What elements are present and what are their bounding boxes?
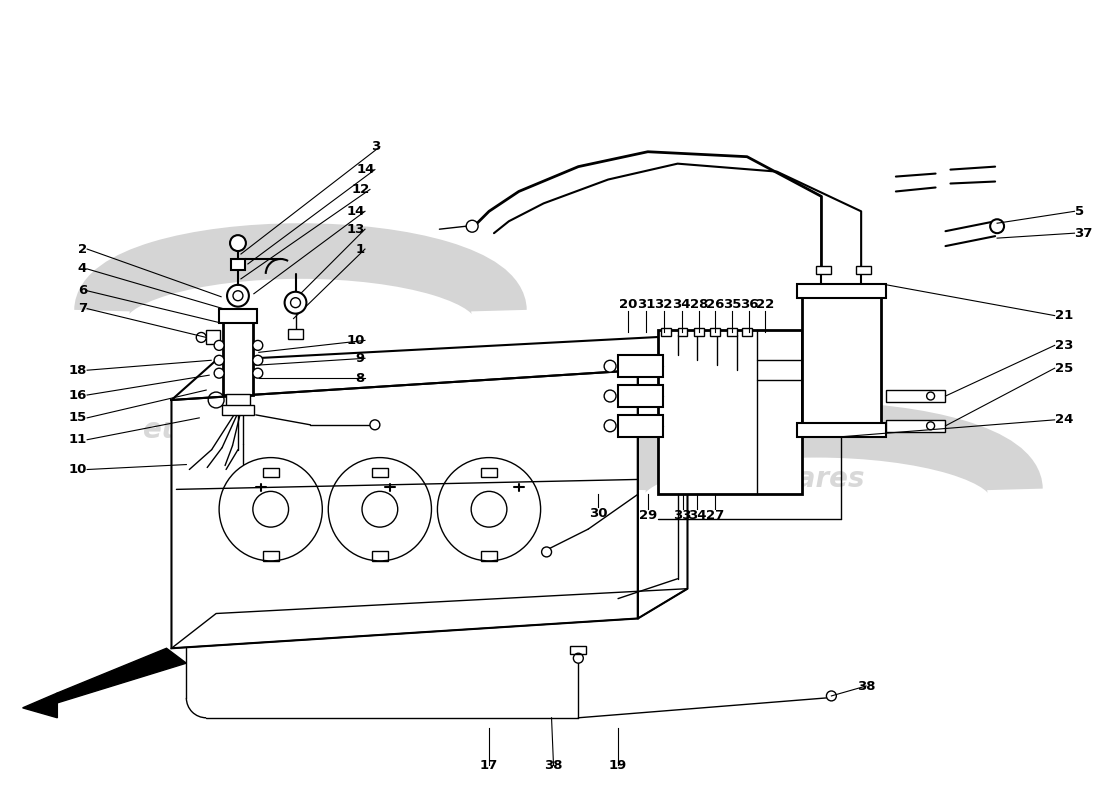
Text: 1: 1: [356, 242, 365, 255]
Circle shape: [604, 390, 616, 402]
Bar: [658, 330, 802, 494]
Bar: [886, 420, 946, 432]
Bar: [618, 355, 662, 377]
Bar: [481, 467, 497, 478]
Text: 4: 4: [78, 262, 87, 275]
Text: 13: 13: [346, 222, 365, 236]
Polygon shape: [23, 693, 57, 718]
Circle shape: [926, 392, 935, 400]
Circle shape: [370, 420, 379, 430]
Text: eurospares: eurospares: [689, 466, 865, 494]
Circle shape: [214, 368, 224, 378]
Text: 24: 24: [1055, 414, 1072, 426]
Circle shape: [466, 220, 478, 232]
Text: 10: 10: [69, 463, 87, 476]
Circle shape: [253, 355, 263, 366]
Text: 10: 10: [346, 334, 365, 347]
Text: eurospares: eurospares: [143, 416, 319, 444]
Text: 17: 17: [480, 759, 498, 772]
Text: 14: 14: [346, 205, 365, 218]
Circle shape: [253, 368, 263, 378]
Text: 16: 16: [69, 389, 87, 402]
Bar: [796, 423, 886, 437]
Circle shape: [230, 235, 246, 251]
Circle shape: [541, 547, 551, 557]
Text: 28: 28: [690, 298, 708, 310]
Circle shape: [253, 341, 263, 350]
Text: 5: 5: [1075, 205, 1084, 218]
Text: 27: 27: [706, 510, 725, 522]
Bar: [742, 329, 752, 337]
Text: 9: 9: [356, 352, 365, 365]
Bar: [372, 467, 388, 478]
Circle shape: [990, 219, 1004, 233]
Text: 8: 8: [355, 372, 365, 385]
Circle shape: [214, 341, 224, 350]
Circle shape: [285, 292, 307, 314]
Bar: [231, 259, 245, 270]
Text: 38: 38: [544, 759, 563, 772]
Bar: [287, 330, 304, 339]
Bar: [694, 329, 704, 337]
Text: 23: 23: [1055, 339, 1072, 352]
Bar: [571, 646, 586, 654]
Bar: [222, 405, 254, 415]
Bar: [618, 385, 662, 407]
Circle shape: [604, 420, 616, 432]
Circle shape: [227, 285, 249, 306]
Text: 20: 20: [619, 298, 637, 310]
Text: 33: 33: [673, 510, 692, 522]
Text: 37: 37: [1075, 226, 1093, 240]
Text: 18: 18: [69, 364, 87, 377]
Bar: [711, 329, 720, 337]
Circle shape: [196, 333, 206, 342]
Text: 3: 3: [371, 140, 380, 154]
Text: 12: 12: [352, 183, 370, 196]
Circle shape: [214, 355, 224, 366]
Text: 22: 22: [756, 298, 774, 310]
Text: 36: 36: [740, 298, 758, 310]
Bar: [263, 551, 278, 561]
Bar: [678, 329, 688, 337]
Bar: [618, 415, 662, 437]
Polygon shape: [57, 648, 186, 703]
Text: 31: 31: [637, 298, 654, 310]
Text: 30: 30: [588, 507, 607, 520]
Bar: [219, 309, 256, 322]
Text: 25: 25: [1055, 362, 1072, 374]
Bar: [856, 266, 871, 274]
Circle shape: [926, 422, 935, 430]
Bar: [661, 329, 671, 337]
Text: 34: 34: [689, 510, 706, 522]
Polygon shape: [172, 370, 638, 648]
Text: 14: 14: [356, 163, 375, 176]
Bar: [227, 394, 250, 406]
Text: 34: 34: [672, 298, 691, 310]
Bar: [206, 330, 220, 344]
Text: 19: 19: [609, 759, 627, 772]
Bar: [372, 551, 388, 561]
Text: 2: 2: [78, 242, 87, 255]
Text: 32: 32: [654, 298, 673, 310]
Bar: [727, 329, 737, 337]
Text: 29: 29: [639, 510, 657, 522]
Bar: [802, 296, 881, 425]
Bar: [796, 284, 886, 298]
Text: 38: 38: [857, 679, 876, 693]
Text: 11: 11: [69, 434, 87, 446]
Bar: [816, 266, 832, 274]
Bar: [223, 321, 253, 395]
Circle shape: [826, 691, 836, 701]
Text: 15: 15: [69, 411, 87, 424]
Bar: [263, 467, 278, 478]
Text: 35: 35: [723, 298, 741, 310]
Bar: [886, 390, 946, 402]
Text: 21: 21: [1055, 309, 1072, 322]
Text: 26: 26: [706, 298, 725, 310]
Bar: [481, 551, 497, 561]
Circle shape: [573, 654, 583, 663]
Text: 6: 6: [78, 284, 87, 298]
Text: 7: 7: [78, 302, 87, 315]
Circle shape: [604, 360, 616, 372]
